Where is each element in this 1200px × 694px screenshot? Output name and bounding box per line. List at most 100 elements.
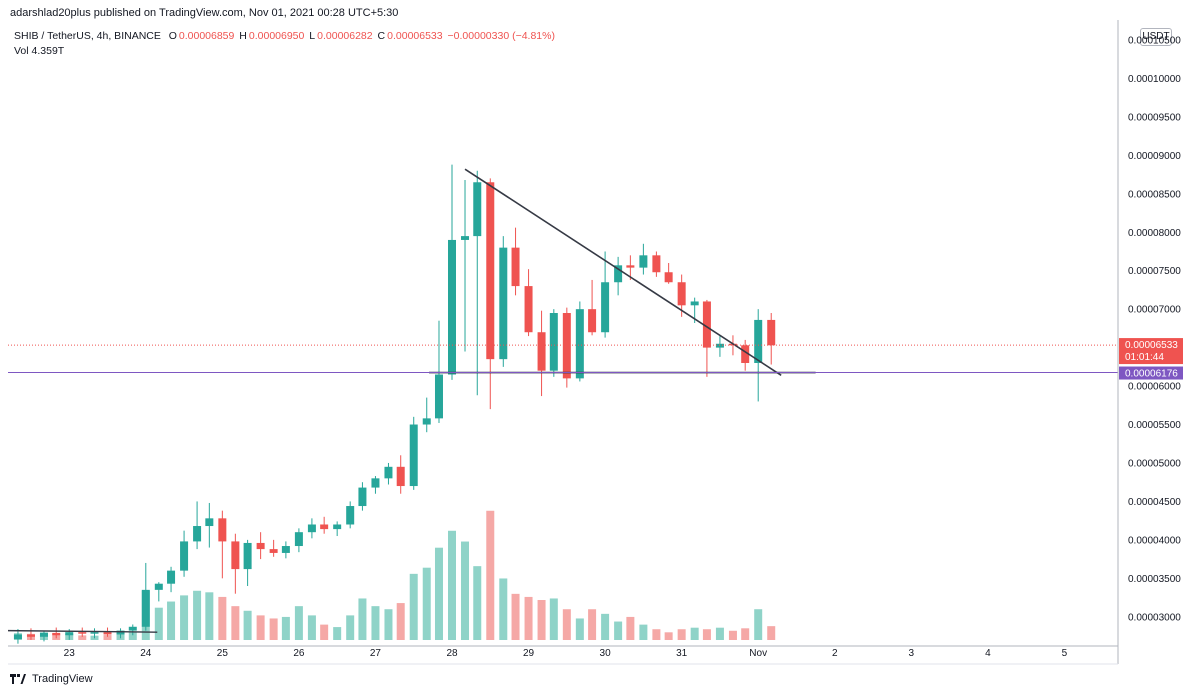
candle-body-22 [294,532,303,547]
footer-brand[interactable]: TradingView [32,673,93,685]
x-tick-label-13: 5 [1062,648,1068,659]
candle-body-46 [601,282,610,333]
candle-body-17 [231,541,240,570]
legend-symbol[interactable]: SHIB / TetherUS, 4h, BINANCE [14,30,161,42]
y-tick-label-11: 0.00005000 [1128,458,1181,469]
volume-bar-27 [358,598,367,640]
candle-body-36 [473,182,482,237]
candle-body-30 [396,466,405,487]
axes-layer: 0.00010500 0.00010000 0.00009500 0.00009000… [8,20,1183,665]
candle-body-39 [511,247,520,287]
x-tick-label-5: 28 [446,648,458,659]
volume-bar-33 [434,547,443,640]
candle-body-41 [537,332,546,371]
volume-bar-36 [473,566,482,640]
candle-body-20 [269,549,278,553]
volume-bar-39 [511,593,520,640]
volume-bar-5 [78,635,87,640]
legend-high-key: H [239,30,247,42]
volume-trendline [7,629,158,633]
volume-layer [13,510,776,640]
candle-body-3 [52,632,61,636]
candle-body-0 [13,634,22,640]
volume-bar-25 [333,627,342,640]
y-tick-label-7: 0.00007000 [1128,305,1181,316]
volume-bar-49 [639,624,648,640]
candle-body-5 [78,632,87,634]
x-tick-label-7: 30 [600,648,612,659]
candle-body-31 [409,424,418,487]
volume-bar-52 [677,629,686,640]
volume-bar-40 [524,596,533,640]
candle-body-59 [767,319,776,346]
candle-body-26 [346,506,355,525]
x-tick-label-0: 23 [64,648,76,659]
level-label: 0.00006176 [1125,369,1178,380]
candle-body-34 [448,239,456,375]
volume-bar-31 [409,573,418,640]
candle-body-12 [167,570,176,584]
legend-high: 0.00006950 [248,30,305,42]
footer: TradingView [10,673,93,685]
candle-body-8 [116,630,125,635]
volume-bar-53 [690,627,699,640]
volume-bar-15 [205,592,214,640]
x-tick-label-4: 27 [370,648,382,659]
volume-bar-55 [715,627,724,640]
volume-bar-44 [575,618,584,640]
candle-body-35 [461,236,470,240]
candle-body-4 [65,632,74,636]
candle-body-42 [549,313,558,371]
candle-body-29 [384,466,393,479]
legend-low: 0.00006282 [317,30,373,42]
volume-bar-26 [346,615,355,640]
candle-body-49 [639,255,648,268]
candle-body-21 [281,546,290,553]
currency-button[interactable]: USDT [1140,28,1172,46]
volume-bar-24 [320,624,329,640]
level-tag [1119,366,1183,380]
x-tick-label-9: Nov [749,648,767,659]
legend-open-key: O [168,30,177,42]
candle-body-16 [218,518,227,542]
volume-bar-12 [167,601,176,640]
volume-bar-43 [562,609,571,640]
legend-low-key: L [309,30,316,42]
candle-body-24 [320,524,329,530]
volume-bar-50 [652,629,661,640]
y-tick-label-5: 0.00008000 [1128,228,1181,239]
volume-bar-32 [422,567,431,640]
candle-body-51 [664,272,673,283]
candle-body-58 [754,319,763,363]
candle-body-50 [652,255,661,273]
volume-bar-7 [103,635,112,640]
volume-bar-34 [448,530,456,640]
volume-bar-57 [741,628,750,640]
volume-bar-45 [588,609,597,640]
candle-body-7 [103,632,112,635]
volume-bar-21 [281,616,290,640]
y-tick-label-0: 0.00010500 [1128,35,1181,46]
legend-open: 0.00006859 [178,30,235,42]
candle-body-14 [193,526,202,542]
volume-bar-16 [218,596,227,640]
candle-body-57 [741,345,750,363]
volume-bar-20 [269,618,278,640]
candle-body-11 [154,583,163,590]
volume-bar-28 [371,606,380,640]
volume-bar-23 [307,615,316,640]
candle-body-1 [26,634,35,637]
x-tick-label-6: 29 [523,648,535,659]
candle-body-55 [715,343,724,348]
x-tick-label-8: 31 [676,648,688,659]
volume-bar-13 [180,595,189,640]
volume-bar-11 [154,607,163,640]
candle-body-48 [626,265,635,268]
candle-body-2 [39,632,48,637]
candle-body-13 [180,541,189,571]
last-price-label: 0.00006533 [1125,340,1178,351]
candle-body-43 [562,313,571,379]
volume-bar-35 [461,541,470,640]
y-tick-label-9: 0.00006000 [1128,382,1181,393]
